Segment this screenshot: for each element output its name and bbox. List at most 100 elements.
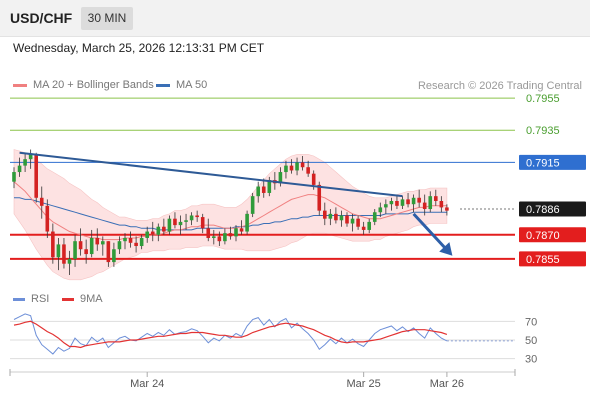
candle	[223, 228, 227, 245]
candle	[356, 215, 360, 230]
candle	[434, 189, 438, 206]
candle	[17, 157, 22, 177]
candle-body	[361, 226, 366, 230]
candle-body	[156, 226, 161, 235]
candle-body	[223, 233, 227, 242]
candle	[372, 209, 377, 226]
candle-body	[384, 204, 388, 208]
candle-body	[206, 228, 211, 238]
candle-body	[334, 213, 338, 221]
candle-body	[245, 213, 249, 232]
price-label-text: 0.7870	[526, 230, 560, 242]
candle-body	[28, 154, 33, 160]
candle	[139, 234, 144, 250]
timeframe-button[interactable]: 30 MIN	[81, 7, 133, 30]
candle-body	[134, 242, 138, 247]
candle-body	[39, 197, 44, 206]
candle	[389, 197, 394, 211]
candle	[422, 194, 427, 216]
candle-body	[12, 172, 16, 182]
candle	[101, 236, 105, 256]
candle	[345, 212, 349, 227]
candle	[328, 209, 333, 226]
x-axis-label: Mar 25	[347, 378, 381, 390]
candle-body	[178, 221, 183, 226]
candle-body	[317, 184, 322, 211]
candle	[89, 229, 94, 258]
candle-body	[378, 207, 383, 213]
legend-rsi-label: RSI	[31, 293, 50, 305]
candle	[95, 228, 100, 251]
candle-body	[101, 241, 105, 245]
candle-body	[300, 162, 305, 168]
chart-datetime: Wednesday, March 25, 2026 12:13:31 PM CE…	[13, 41, 265, 55]
candle	[350, 213, 355, 232]
candle-body	[150, 231, 155, 235]
legend-ma9: 9MA	[62, 293, 103, 305]
candle	[45, 199, 50, 238]
candle-body	[78, 241, 83, 250]
candle	[212, 229, 216, 245]
candle-body	[439, 200, 444, 208]
candle	[106, 241, 111, 267]
candle	[167, 215, 172, 235]
trendline	[19, 151, 403, 198]
candle-body	[167, 218, 172, 232]
candle-body	[139, 237, 144, 247]
candle-body	[239, 228, 244, 232]
candle-body	[145, 231, 149, 238]
candle-body	[350, 218, 355, 224]
price-label-text: 0.7935	[526, 125, 560, 137]
legend-ma50: MA 50	[156, 79, 207, 91]
candle	[256, 181, 260, 203]
candle	[156, 223, 161, 242]
legend-rsi: RSI	[13, 293, 49, 305]
candle-body	[123, 237, 127, 242]
credit-text: Research © 2026 Trading Central	[417, 80, 582, 92]
forecast-arrow-head	[439, 242, 453, 256]
candle-body	[250, 196, 255, 214]
candle-body	[73, 241, 77, 259]
price-level-label: 0.7955	[526, 93, 560, 105]
candle	[117, 236, 122, 255]
candle-body	[67, 258, 72, 264]
candle	[195, 210, 199, 222]
candle-body	[195, 215, 199, 218]
candle	[112, 242, 116, 267]
candle	[56, 237, 61, 271]
rsi-line	[13, 313, 448, 355]
legend-ma20: MA 20 + Bollinger Bands	[13, 79, 154, 91]
price-label-text: 0.7855	[526, 254, 560, 266]
candle	[367, 218, 371, 234]
candle	[417, 189, 421, 208]
candle-body	[173, 218, 177, 226]
candle	[439, 196, 444, 213]
candle	[189, 212, 194, 226]
candle	[200, 213, 205, 234]
candle	[339, 210, 344, 227]
candle	[295, 157, 299, 176]
candle-body	[345, 215, 349, 224]
candle	[162, 218, 166, 235]
price-level-label: 0.7935	[526, 125, 560, 137]
candle-body	[234, 228, 238, 237]
candle	[206, 218, 211, 242]
candle	[128, 231, 133, 248]
candle	[250, 192, 255, 218]
candle-body	[328, 213, 333, 219]
candle-body	[62, 244, 66, 264]
candle-body	[389, 200, 394, 205]
price-level-label: 0.7886	[519, 201, 586, 217]
price-label-text: 0.7955	[526, 93, 560, 105]
price-label-text: 0.7915	[526, 157, 560, 169]
x-axis-label: Mar 24	[130, 378, 164, 390]
price-level-label: 0.7870	[519, 227, 586, 243]
price-label-bg	[519, 201, 586, 217]
candle	[384, 199, 388, 214]
candle	[411, 194, 416, 213]
rsi-level-label: 70	[525, 316, 537, 328]
candle-body	[306, 167, 310, 174]
candle-body	[89, 237, 94, 255]
candle	[428, 191, 433, 213]
